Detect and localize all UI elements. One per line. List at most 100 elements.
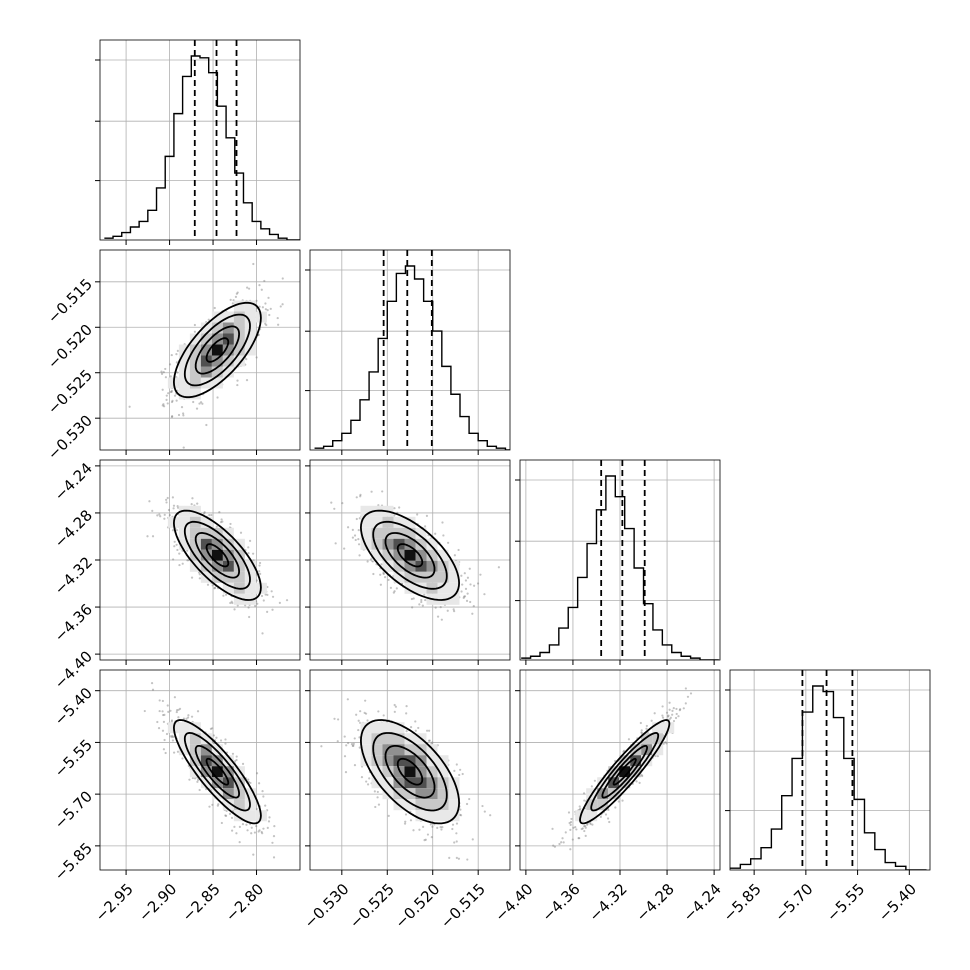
- scatter-point: [167, 710, 170, 713]
- density-cell: [382, 722, 394, 734]
- scatter-point: [245, 379, 249, 382]
- density-content: [128, 262, 284, 449]
- scatter-point: [187, 559, 190, 562]
- scatter-point: [208, 805, 211, 808]
- scatter-point: [216, 804, 219, 807]
- density-cell: [244, 810, 256, 822]
- density-cell: [608, 766, 620, 778]
- scatter-point: [330, 501, 333, 504]
- density-content: [143, 681, 276, 859]
- scatter-point: [466, 576, 470, 579]
- density-cell: [404, 766, 416, 778]
- density-cell: [404, 527, 416, 539]
- scatter-point: [250, 832, 253, 835]
- scatter-point: [418, 603, 421, 606]
- scatter-point: [191, 497, 194, 500]
- density-cell: [415, 766, 427, 778]
- density-panel-0-2: [99, 459, 301, 661]
- scatter-point: [175, 361, 178, 364]
- density-cell: [211, 766, 223, 778]
- histogram-step-2: [521, 475, 719, 660]
- scatter-point: [448, 856, 451, 859]
- scatter-point: [669, 716, 672, 719]
- scatter-point: [238, 825, 241, 829]
- scatter-point: [169, 709, 172, 712]
- density-cell: [200, 344, 212, 356]
- scatter-point: [258, 782, 261, 785]
- scatter-point: [246, 829, 249, 832]
- scatter-point: [272, 834, 276, 838]
- scatter-point: [455, 763, 458, 766]
- density-cell: [222, 582, 234, 594]
- density-cell: [437, 560, 449, 572]
- y-tick-label-1-1: −0.525: [44, 366, 96, 418]
- scatter-point: [198, 788, 201, 792]
- density-cell: [200, 322, 212, 334]
- scatter-point: [257, 333, 260, 337]
- scatter-point: [261, 632, 264, 635]
- scatter-point: [394, 705, 397, 708]
- scatter-point: [216, 396, 219, 399]
- scatter-point: [479, 573, 482, 576]
- scatter-point: [364, 699, 367, 702]
- scatter-point: [158, 513, 161, 516]
- scatter-point: [205, 423, 208, 427]
- scatter-point: [161, 388, 164, 391]
- scatter-point: [259, 572, 262, 575]
- scatter-point: [455, 840, 458, 843]
- density-cell: [630, 766, 642, 778]
- scatter-point: [357, 543, 361, 546]
- scatter-point: [412, 829, 415, 832]
- scatter-point: [165, 398, 168, 402]
- scatter-point: [170, 390, 173, 394]
- scatter-point: [439, 826, 442, 829]
- density-cell: [393, 722, 405, 734]
- density-cell: [415, 582, 427, 594]
- scatter-point: [281, 277, 284, 280]
- scatter-point: [172, 504, 176, 507]
- scatter-point: [261, 306, 264, 309]
- density-cell: [437, 799, 449, 811]
- density-cell: [222, 799, 234, 811]
- density-cell: [404, 560, 416, 572]
- x-tick-label-0-1: −2.90: [135, 880, 180, 925]
- scatter-point: [169, 735, 172, 738]
- scatter-point: [393, 514, 396, 517]
- density-cell: [222, 538, 234, 550]
- histogram-frame: [309, 249, 511, 451]
- scatter-point: [215, 736, 218, 739]
- scatter-point: [569, 823, 572, 826]
- scatter-point: [190, 715, 194, 718]
- scatter-point: [689, 692, 693, 695]
- scatter-point: [182, 446, 185, 449]
- scatter-point: [359, 710, 362, 713]
- scatter-point: [172, 735, 175, 739]
- density-cell: [178, 388, 190, 400]
- scatter-point: [267, 296, 270, 299]
- contour-1: [194, 745, 241, 799]
- scatter-point: [593, 779, 596, 782]
- scatter-point: [439, 605, 442, 609]
- scatter-point: [160, 370, 163, 373]
- density-cell: [382, 538, 394, 550]
- scatter-point: [666, 715, 670, 718]
- scatter-point: [424, 838, 427, 841]
- density-cell: [652, 722, 664, 734]
- scatter-point: [171, 558, 175, 561]
- scatter-point: [172, 751, 176, 754]
- scatter-point: [622, 749, 626, 752]
- scatter-point: [682, 707, 685, 710]
- scatter-point: [387, 814, 390, 817]
- scatter-point: [462, 596, 465, 599]
- density-cell: [404, 733, 416, 745]
- density-cell: [233, 810, 245, 822]
- scatter-point: [213, 306, 216, 310]
- contour-1: [601, 745, 649, 799]
- scatter-point: [170, 735, 174, 739]
- density-cell: [597, 799, 609, 811]
- scatter-point: [264, 804, 267, 807]
- scatter-point: [414, 720, 417, 723]
- density-cell: [382, 766, 394, 778]
- density-cell: [233, 311, 245, 323]
- y-tick-label-1-0: −0.530: [44, 411, 96, 463]
